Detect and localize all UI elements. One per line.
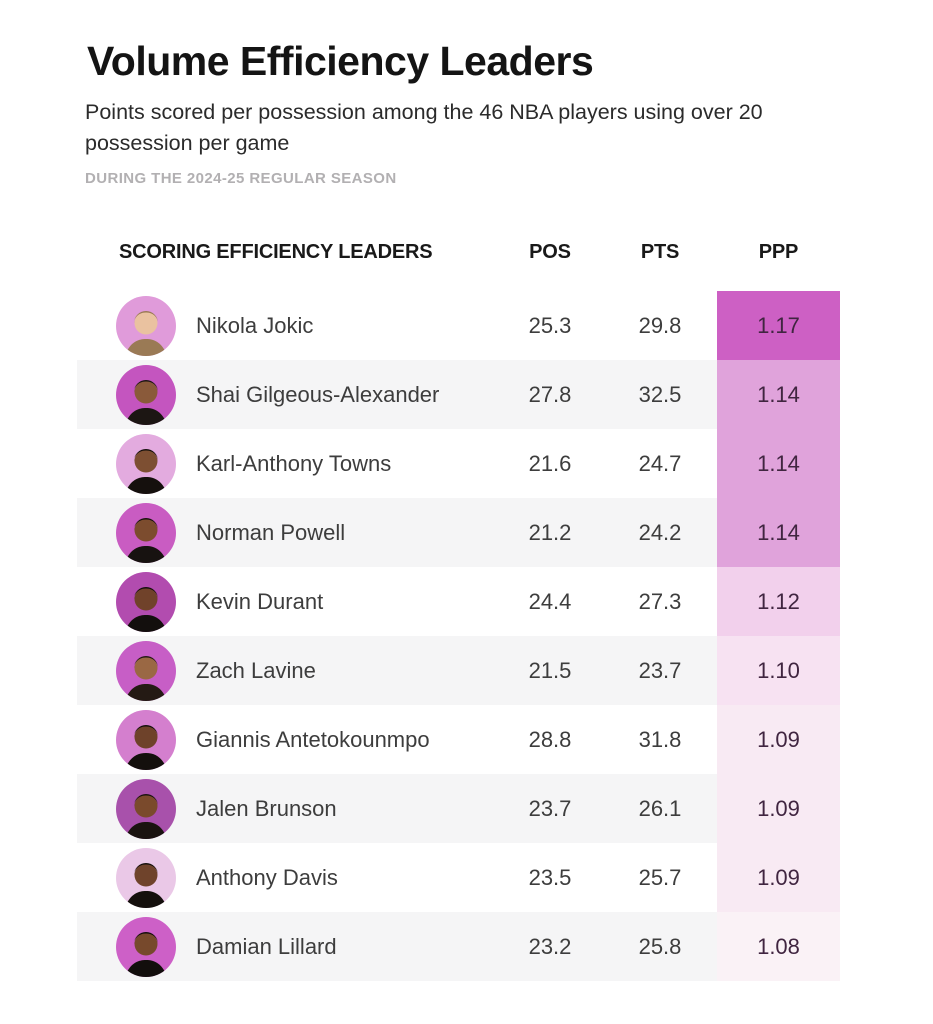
table-row: Zach Lavine 21.5 23.7 1.10 — [77, 636, 840, 705]
pts-value: 29.8 — [638, 312, 682, 338]
pts-value: 31.8 — [638, 726, 682, 752]
pts-value: 24.7 — [638, 450, 682, 476]
ppp-value: 1.14 — [717, 360, 840, 429]
player-name: Jalen Brunson — [196, 795, 337, 821]
player-cell: Jalen Brunson — [77, 778, 497, 839]
ppp-value: 1.14 — [717, 498, 840, 567]
pts-value: 27.3 — [638, 588, 682, 614]
pos-value: 27.8 — [528, 381, 572, 407]
player-name: Zach Lavine — [196, 657, 316, 683]
player-avatar — [116, 502, 176, 563]
ppp-value: 1.10 — [717, 636, 840, 705]
person-silhouette-icon — [124, 793, 168, 839]
table-header-row: SCORING EFFICIENCY LEADERS POS PTS PPP — [77, 241, 840, 264]
player-avatar — [116, 433, 176, 494]
table-row: Jalen Brunson 23.7 26.1 1.09 — [77, 774, 840, 843]
pos-value: 21.6 — [528, 450, 572, 476]
pts-value: 24.2 — [638, 519, 682, 545]
ppp-value: 1.09 — [717, 774, 840, 843]
ppp-value: 1.09 — [717, 843, 840, 912]
player-avatar — [116, 640, 176, 701]
player-name: Norman Powell — [196, 519, 346, 545]
pos-value: 23.7 — [528, 795, 572, 821]
person-silhouette-icon — [124, 724, 168, 770]
player-avatar — [116, 847, 176, 908]
pos-value: 25.3 — [528, 312, 572, 338]
player-cell: Nikola Jokic — [77, 295, 497, 356]
player-cell: Kevin Durant — [77, 571, 497, 632]
player-cell: Anthony Davis — [77, 847, 497, 908]
player-cell: Zach Lavine — [77, 640, 497, 701]
person-silhouette-icon — [124, 862, 168, 908]
ppp-value: 1.12 — [717, 567, 840, 636]
column-header-pts: PTS — [640, 241, 680, 263]
table-row: Kevin Durant 24.4 27.3 1.12 — [77, 567, 840, 636]
pts-value: 32.5 — [638, 381, 682, 407]
page-title: Volume Efficiency Leaders — [87, 38, 594, 84]
player-name: Damian Lillard — [196, 933, 337, 959]
ppp-value: 1.17 — [717, 291, 840, 360]
person-silhouette-icon — [124, 586, 168, 632]
column-header-players: SCORING EFFICIENCY LEADERS — [119, 241, 433, 263]
person-silhouette-icon — [124, 931, 168, 977]
table-row: Anthony Davis 23.5 25.7 1.09 — [77, 843, 840, 912]
player-name: Giannis Antetokounmpo — [196, 726, 430, 752]
column-header-ppp: PPP — [758, 241, 799, 263]
table-row: Nikola Jokic 25.3 29.8 1.17 — [77, 291, 840, 360]
player-name: Shai Gilgeous-Alexander — [196, 381, 440, 407]
pos-value: 21.5 — [528, 657, 572, 683]
page-subtitle: Points scored per possession among the 4… — [85, 100, 763, 155]
table-row: Karl-Anthony Towns 21.6 24.7 1.14 — [77, 429, 840, 498]
pos-value: 24.4 — [528, 588, 572, 614]
player-cell: Shai Gilgeous-Alexander — [77, 364, 497, 425]
player-name: Karl-Anthony Towns — [196, 450, 392, 476]
table-body: Nikola Jokic 25.3 29.8 1.17 Shai Gilgeou… — [77, 291, 840, 981]
player-avatar — [116, 295, 176, 356]
table-row: Shai Gilgeous-Alexander 27.8 32.5 1.14 — [77, 360, 840, 429]
ppp-value: 1.09 — [717, 705, 840, 774]
pts-value: 26.1 — [638, 795, 682, 821]
infographic: Volume Efficiency Leaders Points scored … — [77, 38, 840, 981]
pos-value: 21.2 — [528, 519, 572, 545]
ppp-value: 1.14 — [717, 429, 840, 498]
person-silhouette-icon — [124, 310, 168, 356]
player-cell: Norman Powell — [77, 502, 497, 563]
player-avatar — [116, 916, 176, 977]
player-cell: Karl-Anthony Towns — [77, 433, 497, 494]
player-avatar — [116, 778, 176, 839]
pts-value: 25.8 — [638, 933, 682, 959]
pts-value: 25.7 — [638, 864, 682, 890]
efficiency-table: SCORING EFFICIENCY LEADERS POS PTS PPP N… — [77, 241, 840, 981]
player-cell: Damian Lillard — [77, 916, 497, 977]
person-silhouette-icon — [124, 655, 168, 701]
person-silhouette-icon — [124, 517, 168, 563]
ppp-value: 1.08 — [717, 912, 840, 981]
season-caption: DURING THE 2024-25 REGULAR SEASON — [85, 170, 397, 187]
pos-value: 28.8 — [528, 726, 572, 752]
column-header-pos: POS — [529, 241, 571, 263]
player-avatar — [116, 364, 176, 425]
pts-value: 23.7 — [638, 657, 682, 683]
player-name: Anthony Davis — [196, 864, 338, 890]
table-row: Norman Powell 21.2 24.2 1.14 — [77, 498, 840, 567]
player-name: Nikola Jokic — [196, 312, 314, 338]
player-cell: Giannis Antetokounmpo — [77, 709, 497, 770]
player-avatar — [116, 709, 176, 770]
person-silhouette-icon — [124, 448, 168, 494]
pos-value: 23.2 — [528, 933, 572, 959]
table-row: Giannis Antetokounmpo 28.8 31.8 1.09 — [77, 705, 840, 774]
pos-value: 23.5 — [528, 864, 572, 890]
player-name: Kevin Durant — [196, 588, 324, 614]
table-row: Damian Lillard 23.2 25.8 1.08 — [77, 912, 840, 981]
person-silhouette-icon — [124, 379, 168, 425]
player-avatar — [116, 571, 176, 632]
